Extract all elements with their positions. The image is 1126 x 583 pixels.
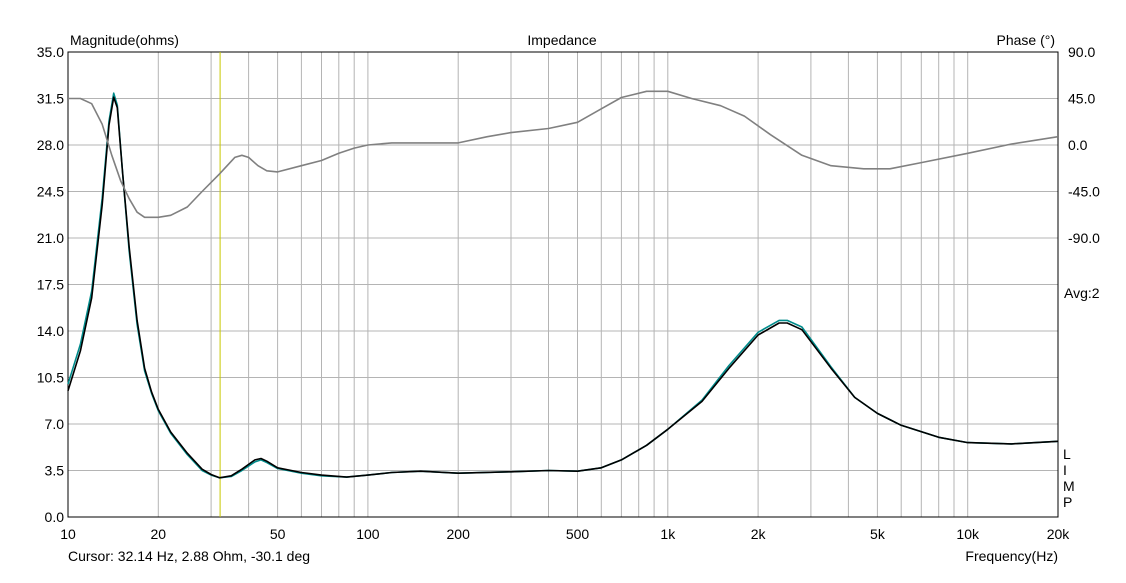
x-tick-label: 20k — [1047, 526, 1071, 542]
y2-tick-labels: 90.0 45.0 0.0 -45.0 -90.0 — [1068, 44, 1100, 246]
y-tick-label: 3.5 — [45, 463, 65, 479]
y-tick-label: 28.0 — [37, 137, 64, 153]
x-tick-label: 1k — [660, 526, 676, 542]
y2-tick-label: 90.0 — [1068, 44, 1095, 60]
x-tick-label: 10 — [60, 526, 76, 542]
y-tick-label: 35.0 — [37, 44, 64, 60]
y-tick-label: 14.0 — [37, 323, 64, 339]
x-tick-label: 5k — [870, 526, 886, 542]
y-tick-label: 21.0 — [37, 230, 64, 246]
grid-lines — [67, 51, 1059, 518]
y-tick-labels: 35.0 31.5 28.0 24.5 21.0 17.5 14.0 10.5 7.0 3.5 0.… — [37, 44, 64, 525]
series-layer — [67, 90, 1059, 479]
y-tick-label: 10.5 — [37, 370, 64, 386]
y-tick-label: 17.5 — [37, 277, 64, 293]
y2-tick-label: 45.0 — [1068, 91, 1095, 107]
cursor-readout: Cursor: 32.14 Hz, 2.88 Ohm, -30.1 deg — [68, 548, 310, 564]
x-tick-label: 20 — [150, 526, 166, 542]
side-letter: P — [1063, 494, 1072, 510]
series-line-2 — [67, 96, 1059, 479]
y2-tick-label: -90.0 — [1068, 230, 1100, 246]
y-tick-label: 31.5 — [37, 91, 64, 107]
side-letter: M — [1063, 478, 1075, 494]
plot-frame — [67, 51, 1059, 518]
y-tick-label: 24.5 — [37, 184, 64, 200]
side-letter: L — [1063, 446, 1071, 462]
y-tick-label: 0.0 — [45, 509, 65, 525]
y2-tick-label: 0.0 — [1068, 137, 1088, 153]
x-tick-label: 10k — [956, 526, 980, 542]
chart-title: Impedance — [527, 32, 596, 48]
series-line-3 — [68, 90, 1059, 219]
y-tick-label: 7.0 — [45, 416, 65, 432]
x-tick-label: 100 — [356, 526, 380, 542]
x-tick-label: 500 — [566, 526, 590, 542]
x-tick-label: 2k — [751, 526, 767, 542]
x-tick-label: 50 — [270, 526, 286, 542]
y2-tick-label: -45.0 — [1068, 184, 1100, 200]
average-label: Avg:2 — [1064, 285, 1100, 301]
side-letter: I — [1063, 462, 1067, 478]
y-axis-label: Magnitude(ohms) — [70, 32, 179, 48]
y2-axis-label: Phase (°) — [996, 32, 1055, 48]
x-axis-label: Frequency(Hz) — [965, 548, 1058, 564]
x-tick-labels: 10 20 50 100 200 500 1k 2k 5k 10k 20k — [60, 526, 1070, 542]
x-tick-label: 200 — [447, 526, 471, 542]
